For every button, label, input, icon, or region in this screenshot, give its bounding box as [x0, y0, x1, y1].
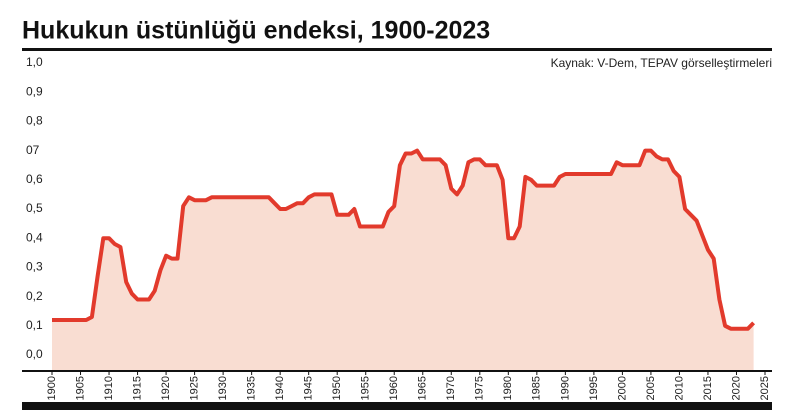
- x-tick-label: 1970: [445, 376, 457, 400]
- x-tick-label: 1950: [331, 376, 343, 400]
- x-tick-label: 1910: [103, 376, 115, 400]
- y-tick-label: 0,6: [26, 172, 43, 186]
- x-tick-label: 2000: [616, 376, 628, 400]
- y-tick-label: 0,9: [26, 84, 43, 98]
- bottom-bar: [22, 402, 772, 410]
- x-tick-label: 2005: [645, 376, 657, 400]
- x-tick-label: 1985: [531, 376, 543, 400]
- area: [52, 150, 754, 371]
- x-tick-label: 1960: [388, 376, 400, 400]
- title-rule: [22, 48, 772, 51]
- y-tick-label: 0,3: [26, 260, 43, 274]
- y-tick-label: 0,0: [26, 347, 43, 361]
- x-tick-label: 1975: [474, 376, 486, 400]
- y-tick-label: 1,0: [26, 55, 43, 69]
- x-tick-label: 1995: [588, 376, 600, 400]
- y-tick-label: 07: [26, 143, 40, 157]
- y-tick-label: 0,4: [26, 230, 43, 244]
- x-tick-label: 1940: [274, 376, 286, 400]
- y-tick-label: 0,5: [26, 201, 43, 215]
- x-tick-label: 1980: [502, 376, 514, 400]
- source: Kaynak: V-Dem, TEPAV görselleştirmeleri: [551, 56, 772, 70]
- x-tick-label: 1900: [46, 376, 58, 400]
- x-tick-label: 1905: [74, 376, 86, 400]
- x-tick-label: 1935: [246, 376, 258, 400]
- x-tick-label: 1990: [559, 376, 571, 400]
- x-tick-label: 1915: [131, 376, 143, 400]
- y-tick-label: 0,1: [26, 318, 43, 332]
- x-tick-label: 1965: [417, 376, 429, 400]
- x-tick-label: 1930: [217, 376, 229, 400]
- x-tick-label: 2010: [673, 376, 685, 400]
- x-tick-label: 1945: [303, 376, 315, 400]
- x-tick-label: 2015: [702, 376, 714, 400]
- x-tick-label: 2020: [730, 376, 742, 400]
- line: [52, 148, 756, 331]
- x-tick-label: 1955: [360, 376, 372, 400]
- y-tick-label: 0,2: [26, 289, 43, 303]
- y-tick-label: 0,8: [26, 114, 43, 128]
- x-tick-label: 1925: [189, 376, 201, 400]
- x-tick-label: 1920: [160, 376, 172, 400]
- x-tick-label: 2025: [759, 376, 771, 400]
- chart-title: Hukukun üstünlüğü endeksi, 1900-2023: [22, 17, 490, 45]
